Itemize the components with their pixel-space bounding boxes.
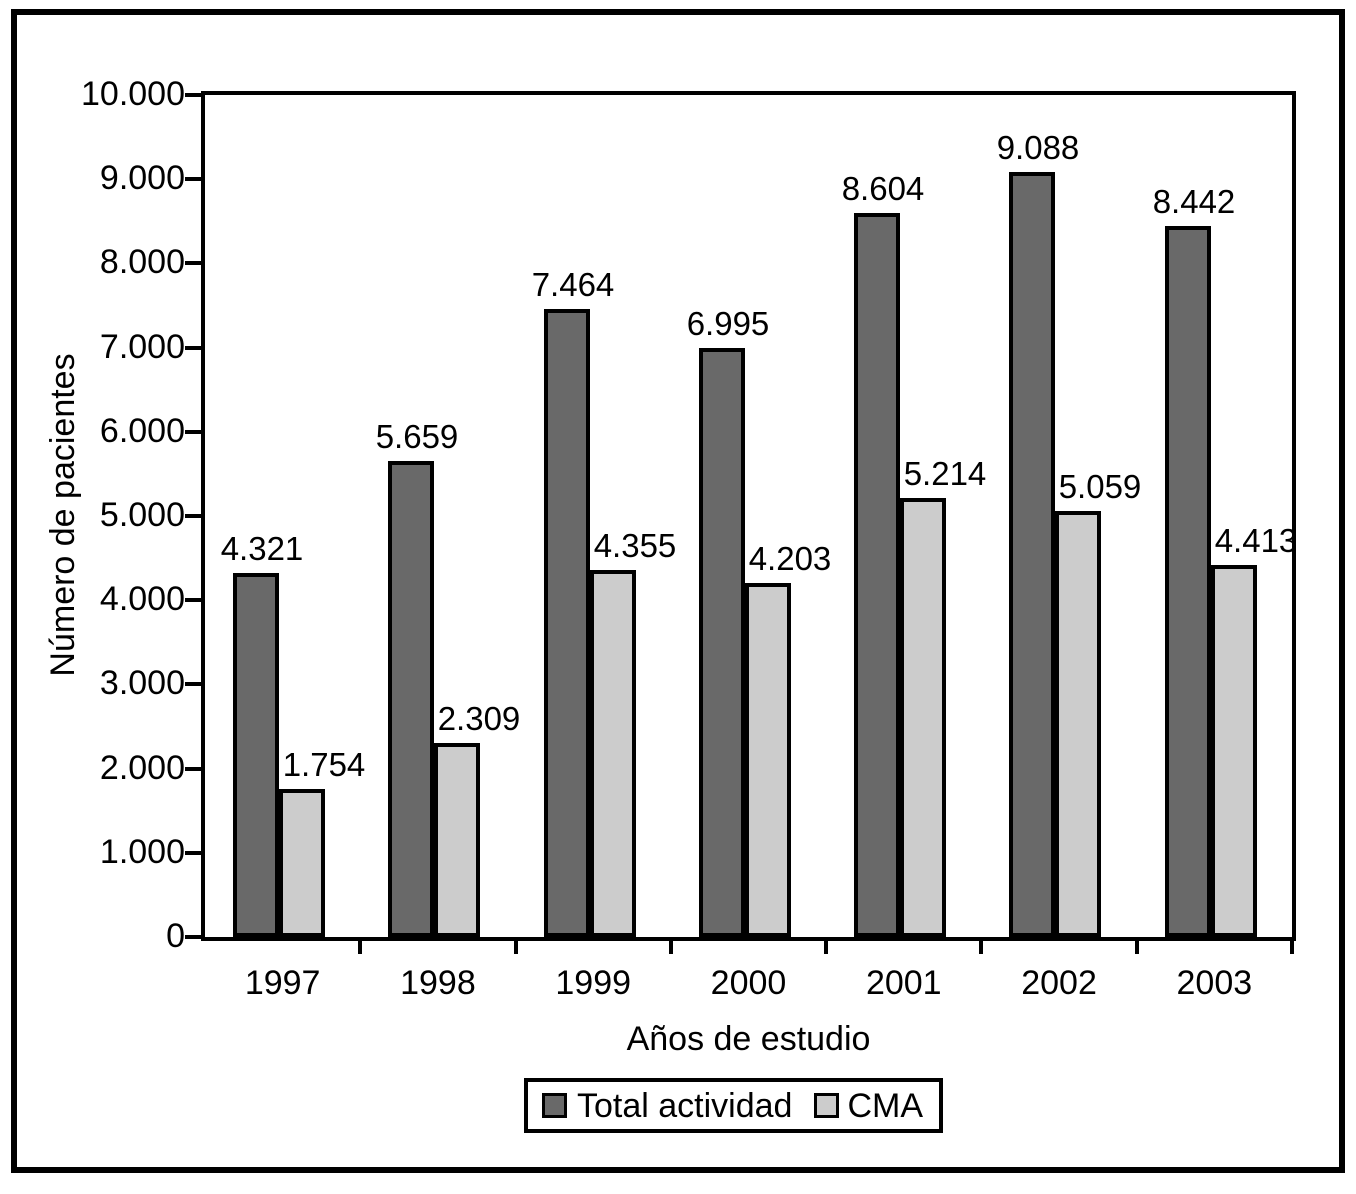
bar-value-label: 5.659 (375, 418, 459, 455)
bar-value-label: 5.214 (903, 455, 987, 492)
legend-label-total-actividad: Total actividad (577, 1086, 793, 1125)
x-category-label-1998: 1998 (400, 964, 476, 1002)
x-axis-title: Años de estudio (626, 1020, 871, 1058)
y-tick (185, 850, 201, 855)
x-tick (1290, 941, 1294, 954)
bar-value-label: 9.088 (996, 129, 1080, 166)
y-tick (185, 935, 201, 939)
y-tick-label: 8.000 (99, 243, 185, 282)
bar-value-label: 6.995 (686, 305, 770, 342)
x-tick (824, 941, 829, 954)
x-category-label-2000: 2000 (710, 964, 787, 1002)
y-tick (185, 598, 201, 603)
bar-value-label: 2.309 (437, 700, 521, 737)
bar-value-label: 8.442 (1152, 183, 1236, 220)
bar-cma-1998 (434, 743, 480, 937)
bar-total-actividad-2000 (699, 348, 745, 937)
y-tick-label: 9.000 (99, 159, 185, 198)
bar-value-label: 4.413 (1214, 522, 1298, 559)
y-tick-label: 3.000 (99, 664, 185, 703)
legend-label-cma: CMA (847, 1086, 924, 1125)
bar-value-label: 4.355 (593, 527, 677, 564)
bar-value-label: 5.059 (1058, 468, 1142, 505)
x-tick (668, 941, 673, 954)
bar-value-label: 4.321 (220, 530, 304, 567)
x-category-label-1997: 1997 (244, 964, 321, 1002)
y-tick (185, 429, 201, 434)
legend-swatch-cma (814, 1093, 840, 1118)
bar-cma-2001 (900, 498, 946, 937)
x-tick (979, 941, 984, 954)
bar-total-actividad-2002 (1009, 172, 1055, 937)
y-tick-label: 1.000 (99, 832, 185, 871)
plot-area: 0 1.000 2.000 3.000 4.000 5.000 6.000 7.000 8.00… (81, 76, 1297, 1001)
x-tick (358, 941, 363, 954)
y-tick (185, 177, 201, 182)
bar-total-actividad-1997 (233, 573, 279, 937)
x-tick (1134, 941, 1139, 954)
figure-border (11, 9, 1345, 1173)
bar-total-actividad-2001 (854, 213, 900, 937)
legend-swatch-total-actividad (542, 1093, 567, 1118)
bar-value-label: 1.754 (282, 746, 366, 783)
bar-cma-2000 (745, 583, 791, 937)
y-tick-label: 2.000 (99, 748, 185, 787)
y-tick-label: 4.000 (99, 580, 185, 619)
x-category-label-2003: 2003 (1176, 964, 1253, 1002)
bar-value-label: 8.604 (841, 170, 925, 207)
legend: Total actividad CMA (524, 1078, 943, 1133)
bar-total-actividad-1999 (544, 309, 590, 937)
bar-cma-1997 (279, 789, 325, 937)
y-tick-label: 6.000 (99, 411, 185, 450)
bar-cma-2003 (1211, 565, 1257, 937)
x-tick (513, 941, 518, 954)
bar-value-label: 7.464 (531, 266, 615, 303)
x-category-label-2001: 2001 (865, 964, 942, 1002)
y-tick-label: 0 (166, 917, 185, 955)
y-tick (185, 345, 201, 350)
y-tick (185, 682, 201, 687)
x-category-label-1999: 1999 (555, 964, 632, 1002)
bar-total-actividad-1998 (388, 461, 434, 937)
x-category-label-2002: 2002 (1021, 964, 1097, 1002)
bar-total-actividad-2003 (1165, 226, 1211, 937)
y-tick-label: 10.000 (81, 75, 185, 113)
bar-cma-2002 (1055, 511, 1101, 937)
y-tick (185, 93, 201, 97)
bar-value-label: 4.203 (748, 540, 832, 577)
y-tick-label: 5.000 (99, 496, 185, 534)
y-tick (185, 514, 201, 518)
bar-cma-1999 (590, 570, 636, 937)
y-tick-label: 7.000 (99, 327, 185, 366)
y-tick (185, 766, 201, 771)
y-tick (185, 261, 201, 266)
